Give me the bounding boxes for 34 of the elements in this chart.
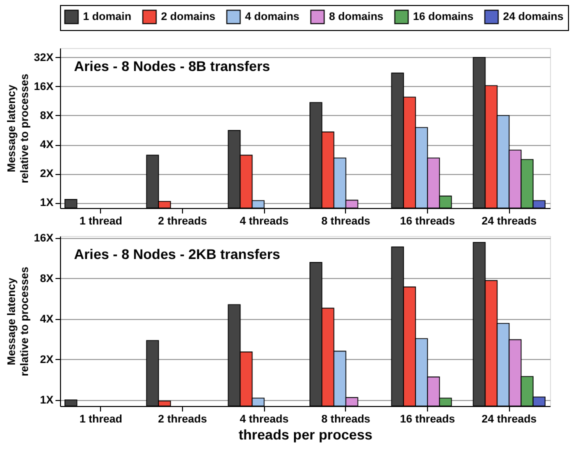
legend-label: 2 domains <box>161 10 216 23</box>
y-tick-label: 16X <box>34 232 54 244</box>
y-tick-label: 1X <box>40 197 54 210</box>
y-axis-title: Message latency relative to processes <box>6 74 31 184</box>
x-tick-label: 16 threads <box>400 414 456 426</box>
y-tick-label: 32X <box>34 52 54 64</box>
legend-label: 16 domains <box>413 10 474 23</box>
legend-label: 1 domain <box>83 10 132 23</box>
y-tick-label: 4X <box>40 139 54 152</box>
y-tick-label: 1X <box>40 394 54 406</box>
x-tick-label: 2 threads <box>158 414 207 426</box>
y-tick-label: 4X <box>40 313 54 326</box>
x-axis-title: threads per process <box>238 426 373 442</box>
x-tick-label: 1 thread <box>79 216 122 228</box>
y-tick-label: 2X <box>40 168 54 180</box>
x-tick-label: 2 threads <box>158 216 207 228</box>
y-tick-label: 8X <box>40 272 54 285</box>
x-tick-label: 8 threads <box>321 216 370 228</box>
legend-label: 24 domains <box>503 10 564 23</box>
y-tick-label: 16X <box>34 80 54 93</box>
legend-label: 4 domains <box>245 10 300 23</box>
x-tick-label: 4 threads <box>240 216 289 228</box>
y-tick-label: 8X <box>40 110 54 122</box>
x-tick-label: 4 threads <box>240 414 289 426</box>
legend-label: 8 domains <box>329 10 384 23</box>
text: Aries - 8 Nodes - 8B transfers <box>74 58 270 74</box>
x-tick-label: 8 threads <box>321 414 370 426</box>
x-tick-label: 24 threads <box>482 216 537 228</box>
x-tick-label: 1 thread <box>79 414 122 426</box>
y-axis-title: Message latency relative to processes <box>6 266 31 376</box>
y-tick-label: 2X <box>40 354 54 366</box>
text: Aries - 8 Nodes - 2KB transfers <box>74 246 280 262</box>
x-tick-label: 16 threads <box>400 216 456 228</box>
x-tick-label: 24 threads <box>482 414 537 426</box>
